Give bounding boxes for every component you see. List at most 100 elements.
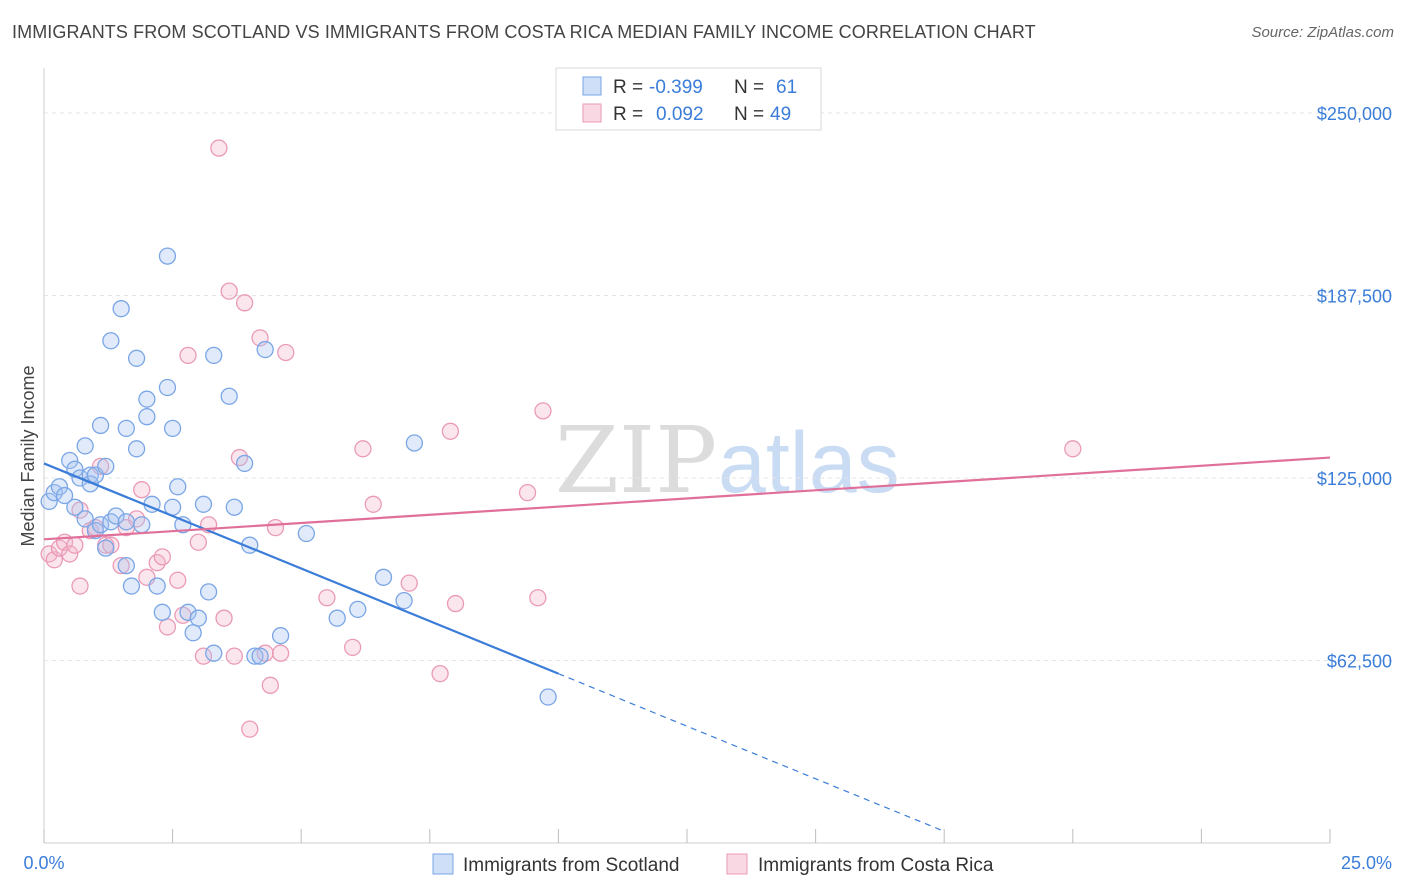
costarica-point xyxy=(210,139,228,157)
scotland-point xyxy=(205,346,223,365)
bottom-legend-label-costarica: Immigrants from Costa Rica xyxy=(758,855,994,876)
scotland-point xyxy=(246,647,264,665)
scotland-point xyxy=(76,510,94,528)
scotland-point xyxy=(40,492,58,511)
costarica-point xyxy=(441,422,460,440)
scotland-point xyxy=(179,603,197,621)
scotland-point xyxy=(199,583,218,601)
scotland-point xyxy=(163,419,182,438)
scotland-point xyxy=(138,408,156,426)
costarica-point xyxy=(71,577,89,595)
costarica-point xyxy=(215,609,233,627)
costarica-point xyxy=(431,664,449,683)
costarica-point xyxy=(271,644,290,662)
scotland-point xyxy=(61,451,79,470)
trend-line-scotland xyxy=(43,462,559,675)
costarica-point xyxy=(194,647,213,665)
costarica-point xyxy=(266,519,285,537)
scotland-point xyxy=(138,390,156,408)
scotland-point xyxy=(539,688,557,706)
scotland-point xyxy=(117,513,135,531)
scotland-point xyxy=(122,577,141,595)
costarica-point xyxy=(66,536,84,554)
scotland-point xyxy=(184,624,202,642)
scotland-point xyxy=(220,387,238,405)
scotland-point xyxy=(158,378,177,397)
costarica-point xyxy=(518,483,537,502)
scotland-point xyxy=(133,516,151,534)
costarica-point xyxy=(133,481,151,499)
costarica-point xyxy=(189,533,207,551)
scotland-point xyxy=(112,300,130,318)
series-scotland-points xyxy=(40,247,557,706)
scotland-point xyxy=(194,495,213,513)
costarica-point xyxy=(318,589,336,607)
series-legend: Immigrants from Scotland Immigrants from… xyxy=(432,853,994,876)
scotland-point xyxy=(55,486,74,505)
axes xyxy=(43,68,1331,844)
scotland-point xyxy=(127,440,146,458)
costarica-point xyxy=(235,294,254,312)
costarica-point xyxy=(354,440,372,458)
stats-legend: R = -0.399 N = 61 R = 0.092 N = 49 xyxy=(555,67,822,131)
scotland-point xyxy=(395,592,413,610)
scotland-point xyxy=(97,539,115,557)
scotland-point xyxy=(117,556,135,575)
costarica-point xyxy=(220,282,238,300)
chart-title: IMMIGRANTS FROM SCOTLAND VS IMMIGRANTS F… xyxy=(12,22,1036,42)
bottom-legend-swatch-costarica xyxy=(726,853,748,875)
costarica-point xyxy=(102,536,120,554)
legend-r-label-costarica: R = xyxy=(613,104,643,125)
legend-n-label-scotland: N = xyxy=(734,77,764,98)
scotland-point xyxy=(76,437,94,455)
scotland-point xyxy=(374,568,393,586)
legend-r-value-costarica: 0.092 xyxy=(656,104,704,125)
scotland-point xyxy=(328,609,346,627)
legend-r-value-scotland: -0.399 xyxy=(649,77,703,98)
y-tick-label: $187,500 xyxy=(1317,287,1392,307)
watermark-atlas: atlas xyxy=(718,415,900,511)
legend-n-label-costarica: N = xyxy=(734,104,764,125)
scotland-point xyxy=(107,507,125,525)
legend-n-value-scotland: 61 xyxy=(776,77,797,98)
scotland-point xyxy=(349,600,367,619)
legend-swatch-costarica xyxy=(582,103,602,123)
costarica-point xyxy=(169,571,187,589)
scotland-point xyxy=(189,609,207,627)
scotland-point xyxy=(235,454,254,473)
scotland-point xyxy=(66,498,84,516)
scotland-point xyxy=(102,332,120,350)
scotland-point xyxy=(205,644,223,662)
bottom-legend-label-scotland: Immigrants from Scotland xyxy=(463,855,679,876)
costarica-point xyxy=(71,501,89,519)
legend-n-value-costarica: 49 xyxy=(770,104,791,125)
watermark-zip: ZIP xyxy=(555,407,717,514)
costarica-point xyxy=(179,346,197,365)
scotland-point xyxy=(271,627,290,645)
costarica-point xyxy=(343,638,362,657)
scotland-point xyxy=(169,478,187,496)
scotland-point xyxy=(225,498,243,516)
grid-lines xyxy=(44,112,1396,662)
scotland-point xyxy=(297,524,315,543)
costarica-point xyxy=(153,548,171,566)
costarica-point xyxy=(61,545,79,563)
trend-lines xyxy=(43,456,1331,832)
scotland-point xyxy=(91,516,110,534)
costarica-point xyxy=(277,343,295,362)
scotland-point xyxy=(251,647,269,665)
costarica-point xyxy=(400,574,418,592)
costarica-point xyxy=(446,594,465,613)
costarica-point xyxy=(261,676,279,694)
scotland-point xyxy=(148,577,166,595)
trend-line-scotland-extension xyxy=(558,673,945,832)
legend-swatch-scotland xyxy=(582,76,602,96)
scotland-point xyxy=(91,416,110,435)
scotland-point xyxy=(405,434,424,452)
y-tick-labels: $62,500 $125,000 $187,500 $250,000 xyxy=(1317,104,1392,671)
y-tick-label: $250,000 xyxy=(1317,104,1392,124)
x-tick-label-max: 25.0% xyxy=(1341,853,1392,873)
y-axis-label: Median Family Income xyxy=(18,365,38,546)
y-tick-label: $62,500 xyxy=(1327,652,1392,672)
